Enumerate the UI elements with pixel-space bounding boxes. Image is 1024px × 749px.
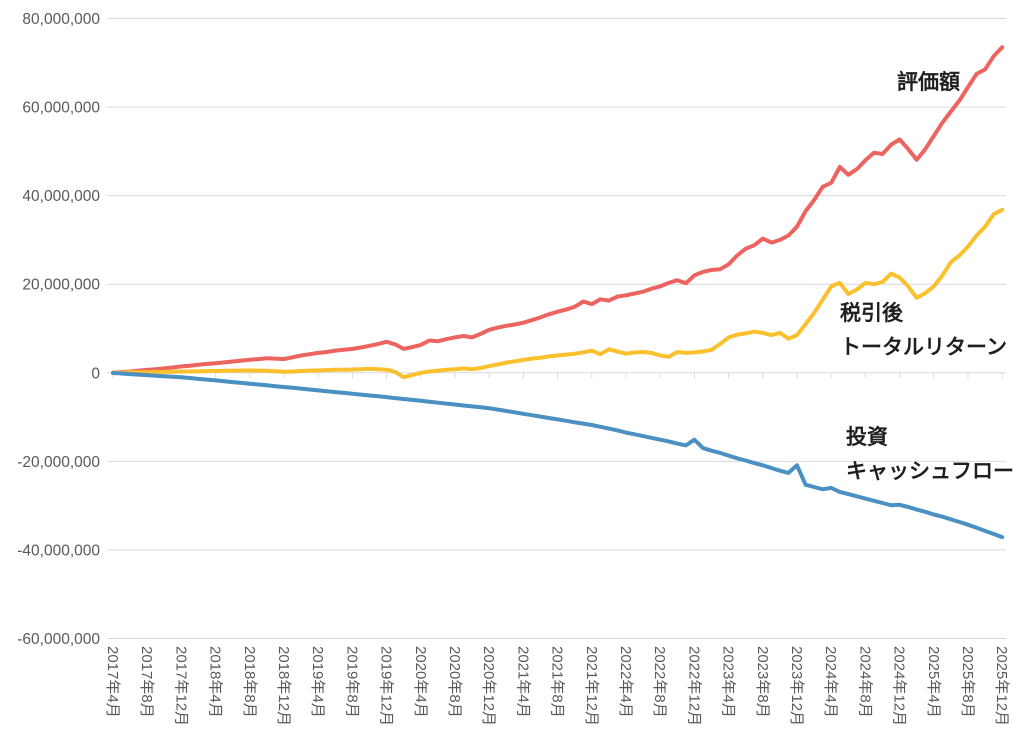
y-axis-label: 80,000,000 <box>22 11 100 28</box>
x-axis-label: 2020年4月 <box>412 646 429 718</box>
x-axis-label: 2022年12月 <box>685 646 702 726</box>
x-axis-label: 2018年12月 <box>275 646 292 726</box>
x-axis-label: 2021年8月 <box>549 646 566 718</box>
x-axis-label: 2018年8月 <box>241 646 258 718</box>
x-axis-label: 2018年4月 <box>207 646 224 718</box>
x-axis-label: 2025年12月 <box>993 646 1010 726</box>
x-axis-label: 2020年12月 <box>480 646 497 726</box>
series-label-after-tax-total-return: 税引後 トータルリターン <box>840 297 1007 365</box>
x-axis-label: 2020年8月 <box>446 646 463 718</box>
series-label-cashflow-line2: キャッシュフロー <box>846 460 1014 483</box>
y-axis-label: 40,000,000 <box>22 188 100 205</box>
x-axis-label: 2021年12月 <box>583 646 600 726</box>
x-axis-label: 2019年12月 <box>378 646 395 726</box>
y-axis-label: 0 <box>91 365 100 382</box>
x-axis-label: 2017年12月 <box>172 646 189 726</box>
x-axis-label: 2025年8月 <box>959 646 976 718</box>
y-axis-label: 60,000,000 <box>22 100 100 117</box>
y-axis-label: -40,000,000 <box>17 542 100 559</box>
series-label-after-tax-line2: トータルリターン <box>840 336 1007 359</box>
series-label-cashflow-line1: 投資 <box>846 426 888 449</box>
x-axis-label: 2023年12月 <box>788 646 805 726</box>
y-axis-label: -60,000,000 <box>17 631 100 648</box>
series-label-after-tax-line1: 税引後 <box>840 302 903 325</box>
x-axis-label: 2021年4月 <box>514 646 531 718</box>
x-axis-label: 2023年4月 <box>720 646 737 718</box>
x-axis-label: 2017年8月 <box>138 646 155 718</box>
investment-cash-flow-line <box>111 371 1005 540</box>
x-axis-label: 2022年4月 <box>617 646 634 718</box>
x-axis-label: 2024年8月 <box>856 646 873 718</box>
valuation-line <box>111 45 1005 375</box>
series-label-valuation: 評価額 <box>897 66 960 100</box>
y-axis-label: -20,000,000 <box>17 454 100 471</box>
series-label-valuation-text: 評価額 <box>897 71 960 94</box>
y-axis-label: 20,000,000 <box>22 277 100 294</box>
x-axis-label: 2017年4月 <box>104 646 121 718</box>
x-axis-label: 2024年12月 <box>891 646 908 726</box>
x-axis-label: 2022年8月 <box>651 646 668 718</box>
after-tax-total-return-line <box>111 207 1005 380</box>
x-axis-label: 2025年4月 <box>925 646 942 718</box>
x-axis-label: 2019年8月 <box>343 646 360 718</box>
x-axis-label: 2024年4月 <box>822 646 839 718</box>
x-axis-label: 2023年8月 <box>754 646 771 718</box>
series-label-investment-cash-flow: 投資 キャッシュフロー <box>846 421 1014 489</box>
x-axis-label: 2019年4月 <box>309 646 326 718</box>
